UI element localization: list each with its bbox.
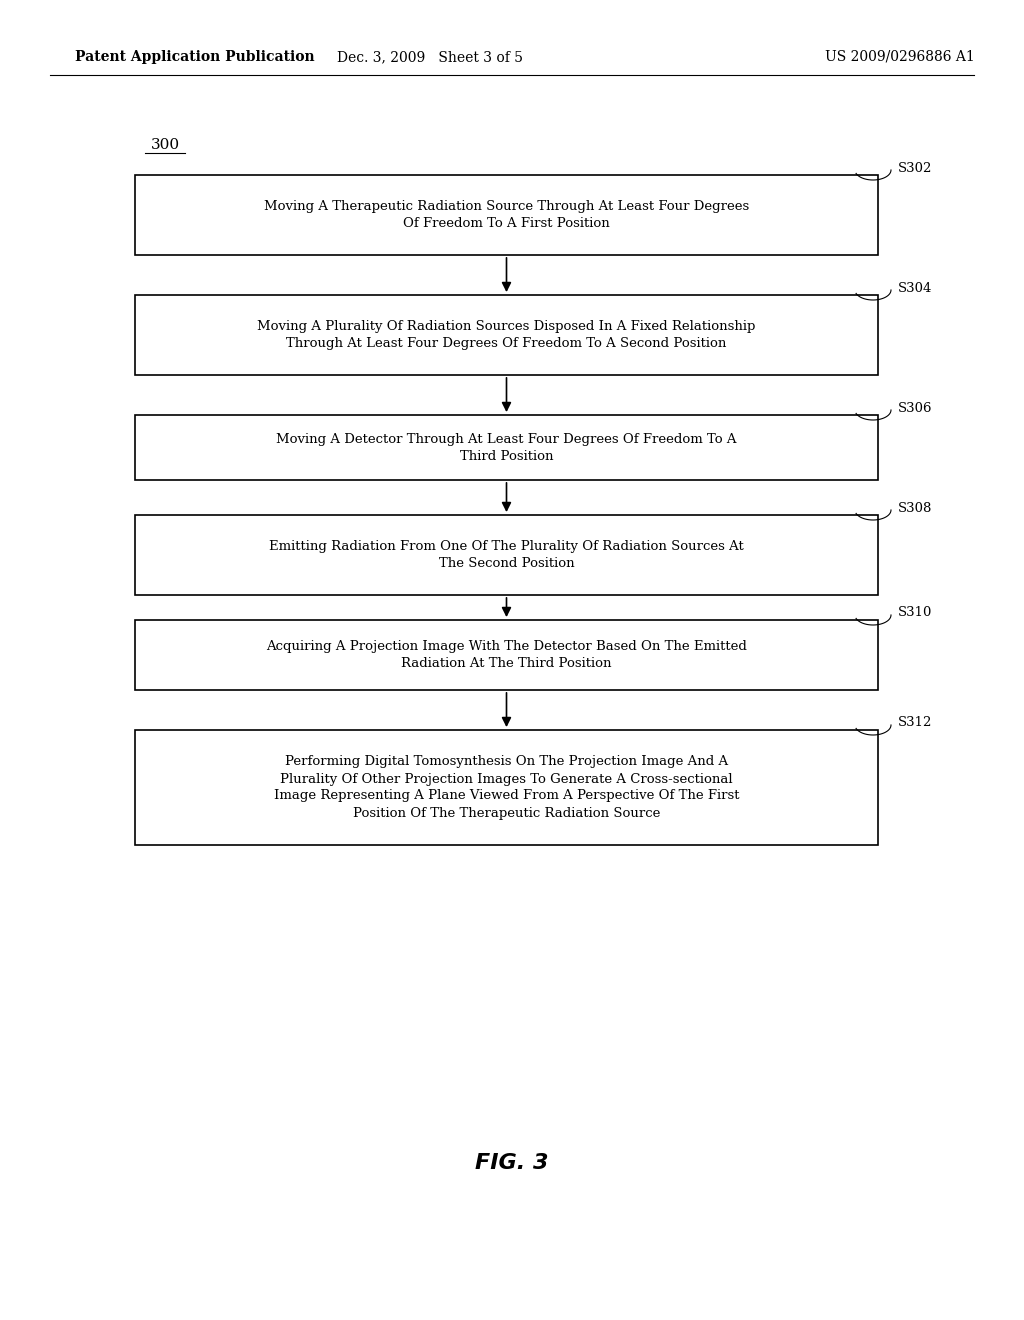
Bar (135, 515, 878, 595)
Text: US 2009/0296886 A1: US 2009/0296886 A1 (825, 50, 975, 63)
Text: S310: S310 (898, 606, 933, 619)
Text: Moving A Therapeutic Radiation Source Through At Least Four Degrees
Of Freedom T: Moving A Therapeutic Radiation Source Th… (264, 201, 750, 230)
Bar (135, 176, 878, 255)
Text: S302: S302 (898, 161, 933, 174)
Text: S306: S306 (898, 401, 933, 414)
Text: FIG. 3: FIG. 3 (475, 1152, 549, 1173)
Bar (135, 730, 878, 845)
Text: Emitting Radiation From One Of The Plurality Of Radiation Sources At
The Second : Emitting Radiation From One Of The Plura… (269, 540, 743, 570)
Bar (135, 294, 878, 375)
Text: S308: S308 (898, 502, 933, 515)
Text: S312: S312 (898, 717, 933, 730)
Text: Moving A Plurality Of Radiation Sources Disposed In A Fixed Relationship
Through: Moving A Plurality Of Radiation Sources … (257, 319, 756, 350)
Text: S304: S304 (898, 281, 933, 294)
Bar (135, 414, 878, 480)
Text: Acquiring A Projection Image With The Detector Based On The Emitted
Radiation At: Acquiring A Projection Image With The De… (266, 640, 746, 671)
Text: 300: 300 (151, 139, 179, 152)
Text: Performing Digital Tomosynthesis On The Projection Image And A
Plurality Of Othe: Performing Digital Tomosynthesis On The … (273, 755, 739, 820)
Bar (135, 620, 878, 690)
Text: Moving A Detector Through At Least Four Degrees Of Freedom To A
Third Position: Moving A Detector Through At Least Four … (276, 433, 736, 462)
Text: Patent Application Publication: Patent Application Publication (75, 50, 314, 63)
Text: Dec. 3, 2009   Sheet 3 of 5: Dec. 3, 2009 Sheet 3 of 5 (337, 50, 523, 63)
